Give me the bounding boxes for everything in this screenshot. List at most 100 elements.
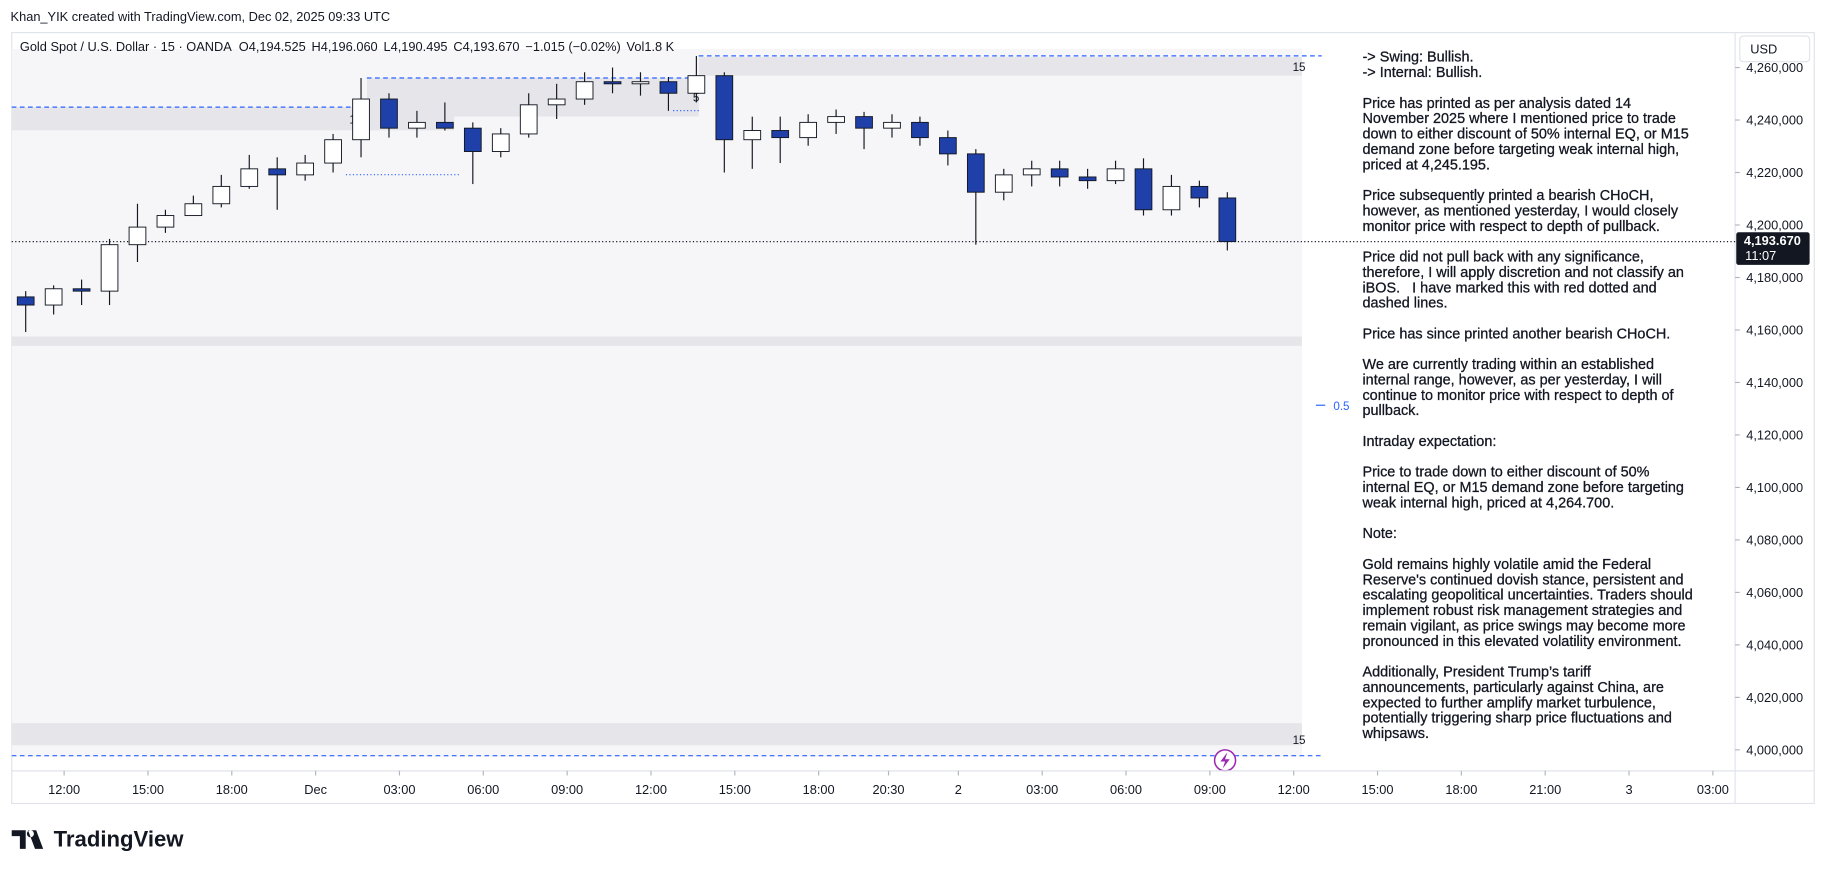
note-line: Price has printed as per analysis dated … <box>1362 96 1631 112</box>
candle-body <box>1190 185 1209 199</box>
note-line: priced at 4,245.195. <box>1362 157 1490 173</box>
zone-label: 15 <box>1293 61 1306 74</box>
candle-body <box>352 98 370 141</box>
note-line: -> Internal: Bullish. <box>1362 65 1482 81</box>
note-line: Price subsequently printed a bearish CHo… <box>1362 188 1653 204</box>
note-line: Price did not pull back with any signifi… <box>1362 250 1643 266</box>
candle-body <box>771 130 790 139</box>
y-tick-label: 4,160,000 <box>1746 323 1803 338</box>
y-tick-label: 4,080,000 <box>1746 533 1803 548</box>
legend-value: C4,193.670 <box>453 39 519 54</box>
x-tick-label: 12:00 <box>48 782 80 797</box>
header: Khan_YIK created with TradingView.com, D… <box>11 9 391 24</box>
last-price-label: 4,193.670 <box>1744 233 1801 248</box>
candle-body <box>324 139 342 164</box>
candle-body <box>1162 185 1181 211</box>
legend-value: −1.015 (−0.02%) <box>525 39 620 54</box>
note-line: whipsaws. <box>1361 726 1429 742</box>
x-tick-label: 18:00 <box>803 782 835 797</box>
y-tick-label: 4,200,000 <box>1746 218 1803 233</box>
note-line: pullback. <box>1362 403 1419 419</box>
note-line: Intraday expectation: <box>1362 434 1496 450</box>
note-line: weak internal high, priced at 4,264.700. <box>1361 495 1614 511</box>
note-line: Price has since printed another bearish … <box>1362 326 1670 342</box>
note-line: remain vigilant, as price swings may bec… <box>1362 618 1685 634</box>
candle-body <box>1078 176 1097 182</box>
candle-body <box>631 81 650 85</box>
zone <box>11 107 455 131</box>
note-line: down to either discount of 50% internal … <box>1362 127 1688 143</box>
candle-body <box>156 215 175 228</box>
note-line: therefore, I will apply discretion and n… <box>1362 265 1683 281</box>
zone <box>698 57 1302 76</box>
candle-body <box>827 116 845 123</box>
x-tick-label: 09:00 <box>551 782 583 797</box>
y-tick-label: 4,040,000 <box>1746 638 1803 653</box>
x-tick-label: 15:00 <box>1362 782 1394 797</box>
note-line: -> Swing: Bullish. <box>1362 50 1473 66</box>
y-tick-label: 4,000,000 <box>1746 743 1803 758</box>
x-tick-label: 20:30 <box>872 782 904 797</box>
candle-body <box>1106 168 1125 182</box>
plot-background <box>11 48 1302 757</box>
candle-body <box>380 98 398 129</box>
zone <box>11 723 1302 746</box>
currency-box[interactable] <box>1739 35 1811 63</box>
note-line: announcements, particularly against Chin… <box>1362 680 1663 696</box>
zone-label: 15 <box>1293 734 1306 747</box>
note-line: Reserve's continued dovish stance, persi… <box>1362 572 1683 588</box>
x-tick-label: 3 <box>1625 782 1632 797</box>
candle-body <box>547 98 566 106</box>
logo-mark <box>11 830 44 849</box>
candle-body <box>1050 168 1069 178</box>
zone <box>11 336 1302 346</box>
candle-body <box>44 288 63 306</box>
note-line: internal range, however, as per yesterda… <box>1362 372 1662 388</box>
x-tick-label: 2 <box>955 782 962 797</box>
note-line: potentially triggering sharp price fluct… <box>1362 711 1671 727</box>
legend-symbol: Gold Spot / U.S. Dollar · 15 · OANDA <box>20 39 232 54</box>
candle-body <box>799 121 818 139</box>
note-line: demand zone before targeting weak intern… <box>1362 142 1679 158</box>
x-tick-label: 18:00 <box>1445 782 1477 797</box>
note-line: Additionally, President Trump’s tariff <box>1362 665 1591 681</box>
legend-value: L4,190.495 <box>384 39 448 54</box>
footer-brand: TradingView <box>54 827 185 852</box>
note-line: Note: <box>1362 526 1396 542</box>
legend-value: Vol1.8 K <box>627 39 675 54</box>
candle-body <box>268 168 287 176</box>
x-tick-label: 06:00 <box>1110 782 1142 797</box>
note-line: escalating geopolitical uncertainties. T… <box>1362 588 1692 604</box>
candle-body <box>491 133 510 152</box>
candle-body <box>128 226 147 246</box>
countdown: 11:07 <box>1745 248 1776 263</box>
note-line: dashed lines. <box>1362 296 1447 312</box>
y-tick-label: 4,100,000 <box>1746 480 1803 495</box>
currency: USD <box>1750 42 1777 57</box>
x-tick-label: 15:00 <box>719 782 751 797</box>
y-tick-label: 4,060,000 <box>1746 585 1803 600</box>
candle-body <box>16 296 35 306</box>
candle-body <box>1218 197 1237 243</box>
candle-body <box>687 75 706 94</box>
note-line: pronounced in this elevated volatility e… <box>1362 634 1681 650</box>
x-tick-label: 12:00 <box>1278 782 1310 797</box>
x-tick-label: 18:00 <box>216 782 248 797</box>
candle-body <box>212 185 231 205</box>
last-price-tag <box>1736 232 1810 265</box>
note-line: implement robust risk management strateg… <box>1362 603 1682 619</box>
x-tick-label: 09:00 <box>1194 782 1226 797</box>
y-tick-label: 4,120,000 <box>1746 428 1803 443</box>
x-tick-label: 03:00 <box>1026 782 1058 797</box>
y-tick-label: 4,240,000 <box>1746 113 1803 128</box>
candle-body <box>743 130 762 141</box>
candle-body <box>911 121 929 139</box>
candle-body <box>184 203 203 217</box>
x-tick-label: 15:00 <box>132 782 164 797</box>
note-line: however, as mentioned yesterday, I would… <box>1362 203 1678 219</box>
candle-body <box>436 121 454 129</box>
x-tick-label: 03:00 <box>383 782 415 797</box>
note-line: We are currently trading within an estab… <box>1362 357 1654 373</box>
